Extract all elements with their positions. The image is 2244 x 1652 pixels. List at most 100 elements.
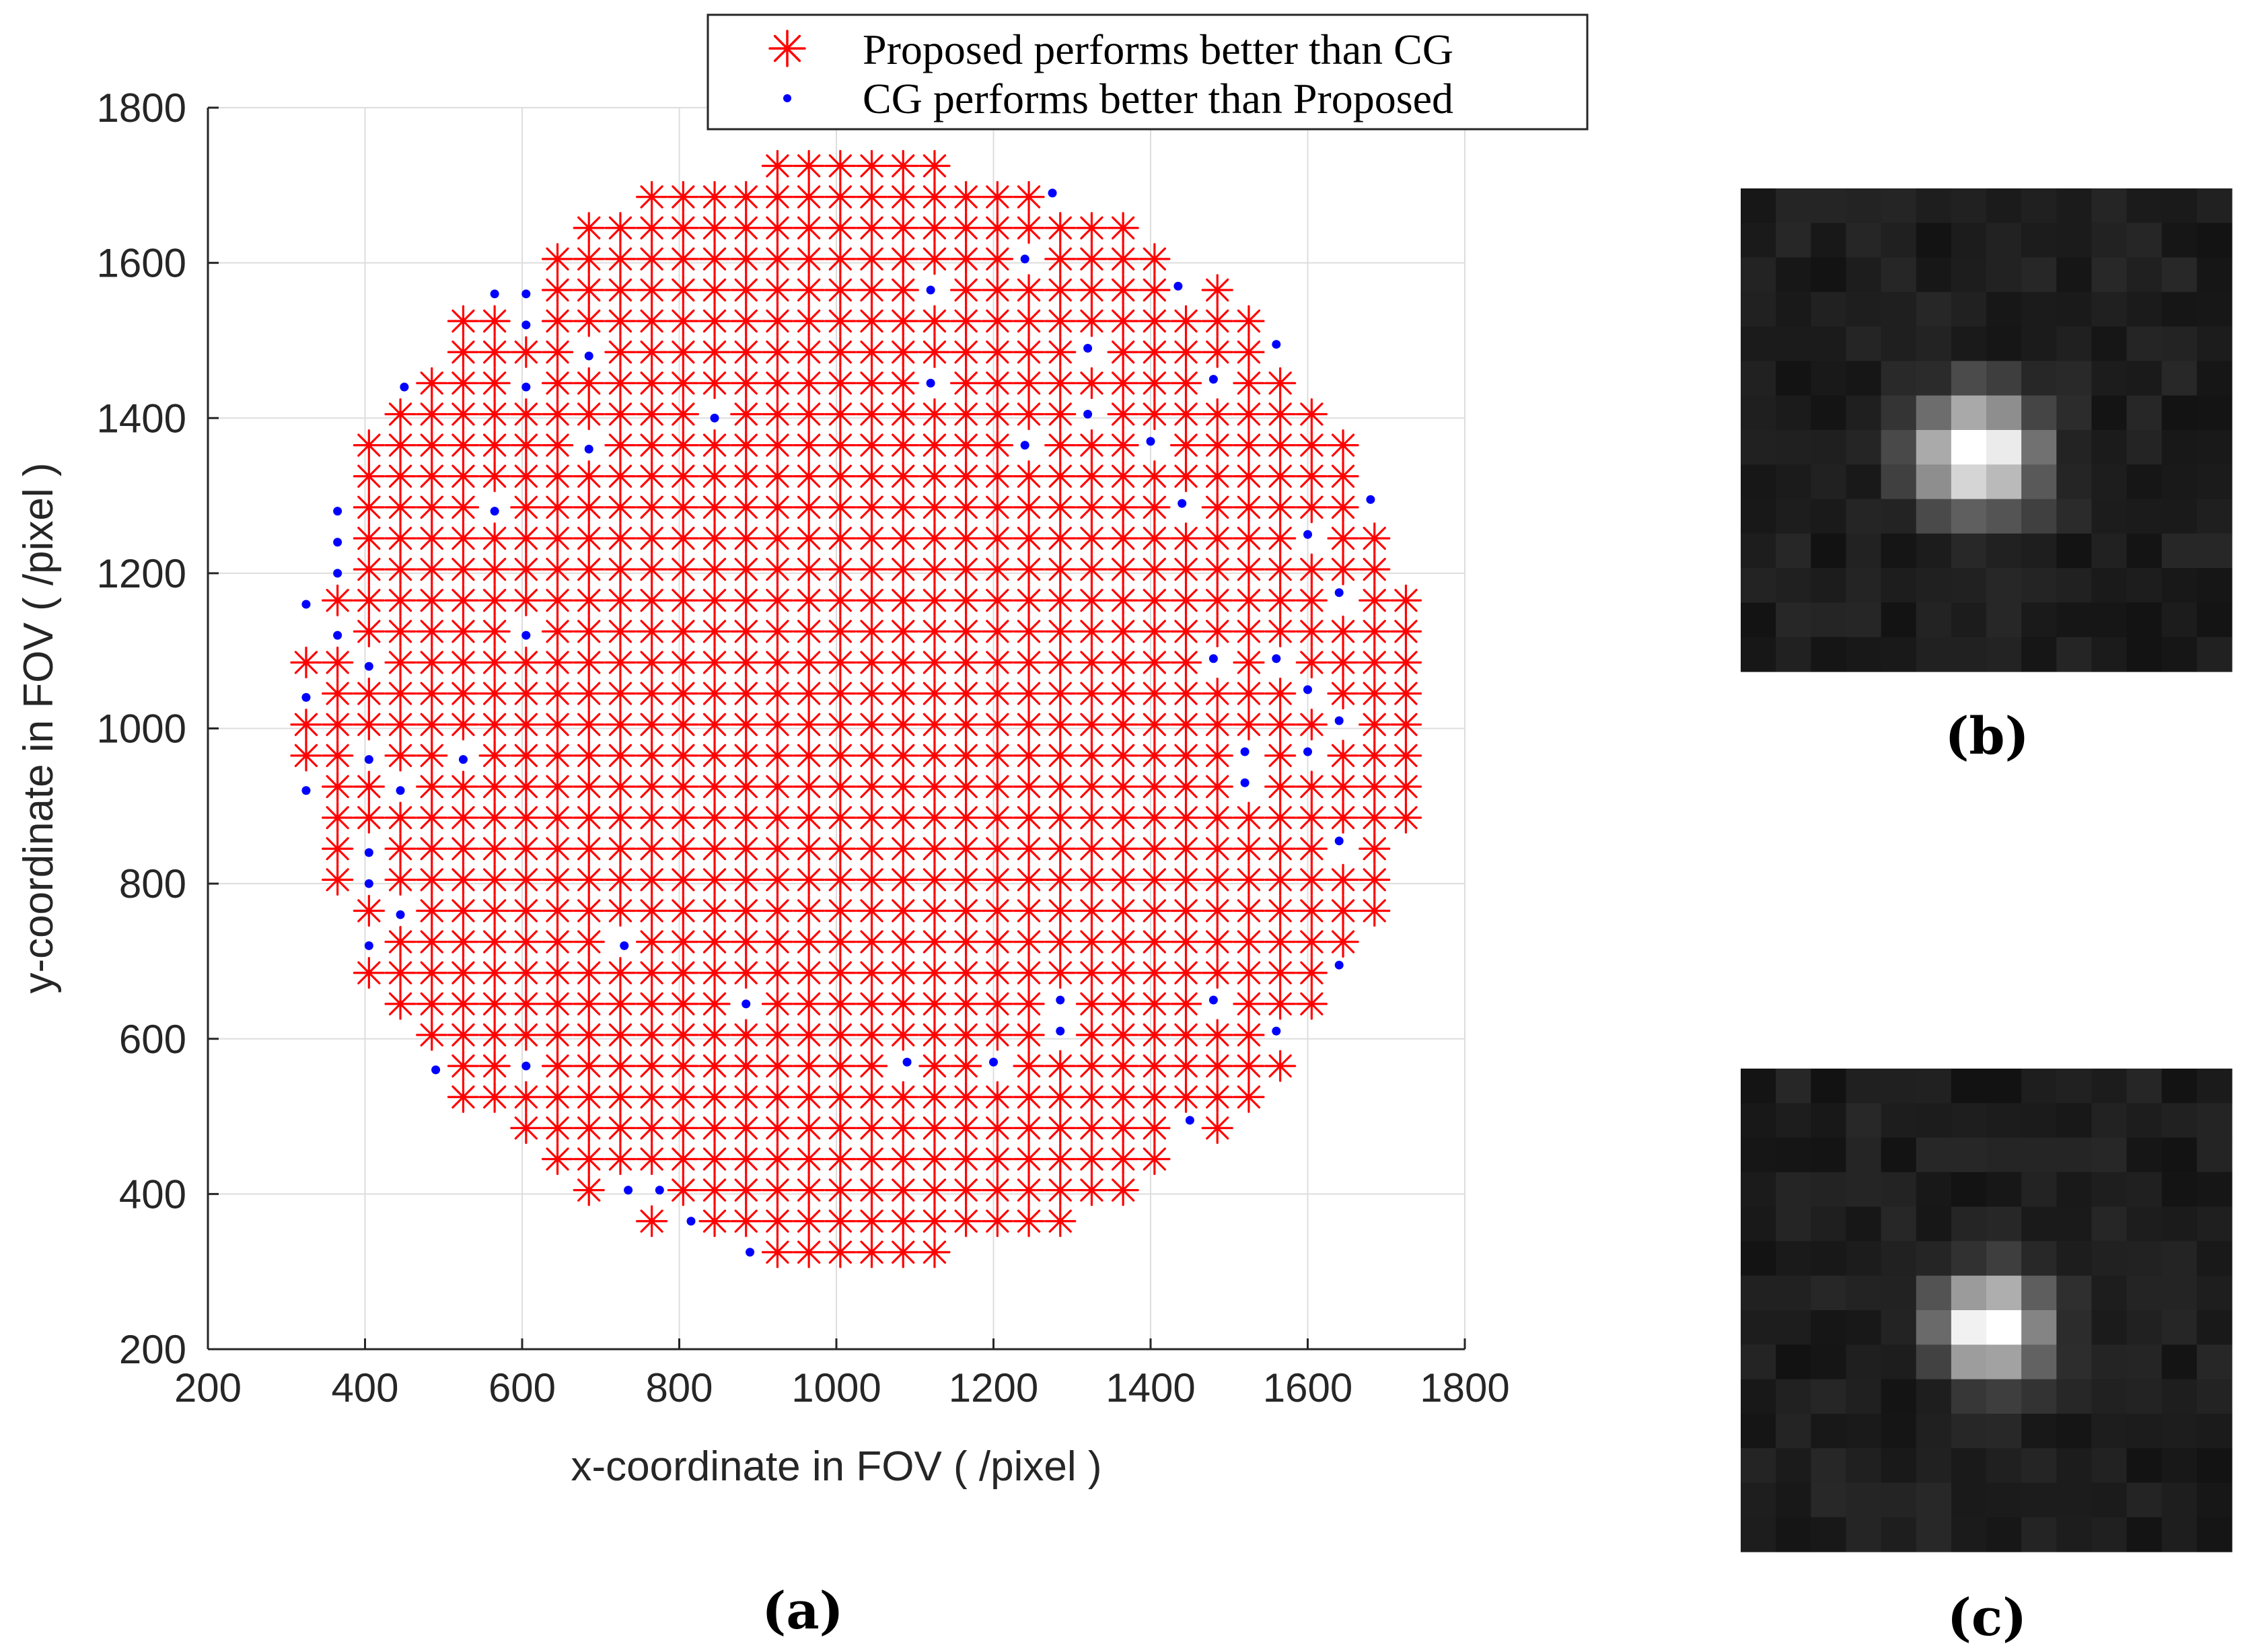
proposed-point [793, 770, 825, 803]
proposed-point [1013, 181, 1045, 213]
y-tick-label: 1200 [97, 551, 186, 596]
proposed-point [793, 1205, 825, 1237]
proposed-point [636, 863, 668, 896]
proposed-point [698, 212, 731, 244]
proposed-point [1013, 1112, 1045, 1144]
proposed-point [793, 709, 825, 741]
proposed-point [353, 957, 385, 989]
proposed-point [1138, 491, 1171, 524]
patch-pixel [1811, 1207, 1847, 1242]
proposed-point [573, 1112, 605, 1144]
patch-pixel [2091, 602, 2128, 638]
patch-pixel [1986, 1344, 2022, 1380]
patch-pixel [2161, 1207, 2198, 1242]
cg-point [490, 507, 499, 516]
proposed-point [541, 615, 574, 647]
patch-pixel [1741, 430, 1776, 465]
proposed-point [1138, 367, 1171, 399]
proposed-point [981, 1112, 1013, 1144]
patch-pixel [1881, 1310, 1917, 1345]
proposed-point [1201, 429, 1233, 462]
proposed-point [1359, 832, 1391, 865]
proposed-point [730, 274, 762, 306]
proposed-point [950, 801, 982, 834]
patch-pixel [1846, 1310, 1882, 1345]
patch-pixel [1811, 1103, 1847, 1139]
proposed-point [918, 646, 951, 679]
proposed-point [636, 460, 668, 493]
proposed-point [1327, 770, 1359, 803]
patch-pixel [1916, 223, 1952, 258]
proposed-point [510, 988, 542, 1020]
proposed-point [604, 1081, 637, 1113]
proposed-point [416, 988, 448, 1020]
proposed-point [1075, 709, 1108, 741]
proposed-point [416, 491, 448, 524]
proposed-point [573, 709, 605, 741]
proposed-point [667, 678, 699, 710]
patch-pixel [2161, 291, 2198, 327]
proposed-point [887, 367, 919, 399]
proposed-point [1295, 615, 1328, 647]
cg-point [1303, 747, 1312, 756]
proposed-point [981, 522, 1013, 554]
proposed-point [1295, 926, 1328, 958]
proposed-point [887, 336, 919, 368]
proposed-point [918, 429, 951, 462]
patch-pixel [2056, 1517, 2093, 1552]
patch-pixel [1811, 326, 1847, 362]
proposed-point [887, 584, 919, 616]
x-tick-label: 600 [488, 1365, 556, 1410]
proposed-point [447, 988, 480, 1020]
patch-pixel [2161, 464, 2198, 500]
proposed-point [950, 398, 982, 431]
proposed-point [384, 863, 417, 896]
proposed-point [1389, 646, 1422, 679]
proposed-point [981, 926, 1013, 958]
proposed-point [1013, 336, 1045, 368]
patch-pixel [2021, 499, 2057, 534]
proposed-point [1201, 926, 1233, 958]
proposed-point [510, 553, 542, 585]
proposed-point [604, 398, 637, 431]
proposed-point [510, 491, 542, 524]
cg-point [521, 1061, 531, 1071]
patch-pixel [2021, 1069, 2057, 1104]
proposed-point [950, 1112, 982, 1144]
patch-pixel [1741, 361, 1776, 396]
proposed-point [416, 678, 448, 710]
proposed-point [447, 709, 480, 741]
patch-pixel [1846, 1275, 1882, 1311]
proposed-point [667, 243, 699, 275]
patch-pixel [1986, 1448, 2022, 1484]
proposed-point [1107, 615, 1139, 647]
proposed-point [887, 1112, 919, 1144]
patch-pixel [2126, 395, 2163, 431]
patch-pixel [1986, 533, 2022, 569]
proposed-point [636, 584, 668, 616]
cg-point [686, 1217, 696, 1226]
proposed-point [1264, 460, 1297, 493]
proposed-point [824, 1143, 857, 1176]
proposed-point [950, 770, 982, 803]
proposed-point [698, 274, 731, 306]
proposed-point [478, 1019, 511, 1051]
proposed-point [918, 770, 951, 803]
proposed-point [1169, 305, 1202, 337]
proposed-point [1264, 709, 1297, 741]
legend[interactable]: Proposed performs better than CG CG perf… [707, 13, 1589, 131]
proposed-point [478, 305, 511, 337]
proposed-point [1138, 305, 1171, 337]
patch-pixel [2056, 1069, 2093, 1104]
patch-pixel [1776, 361, 1811, 396]
proposed-point [1233, 678, 1265, 710]
proposed-point [541, 801, 574, 834]
proposed-point [1233, 863, 1265, 896]
proposed-point [887, 460, 919, 493]
patch-pixel [2021, 188, 2057, 223]
cg-point [1185, 1116, 1194, 1125]
proposed-point [573, 522, 605, 554]
proposed-point [478, 863, 511, 896]
cg-point [521, 320, 531, 330]
patch-pixel [2196, 430, 2233, 465]
